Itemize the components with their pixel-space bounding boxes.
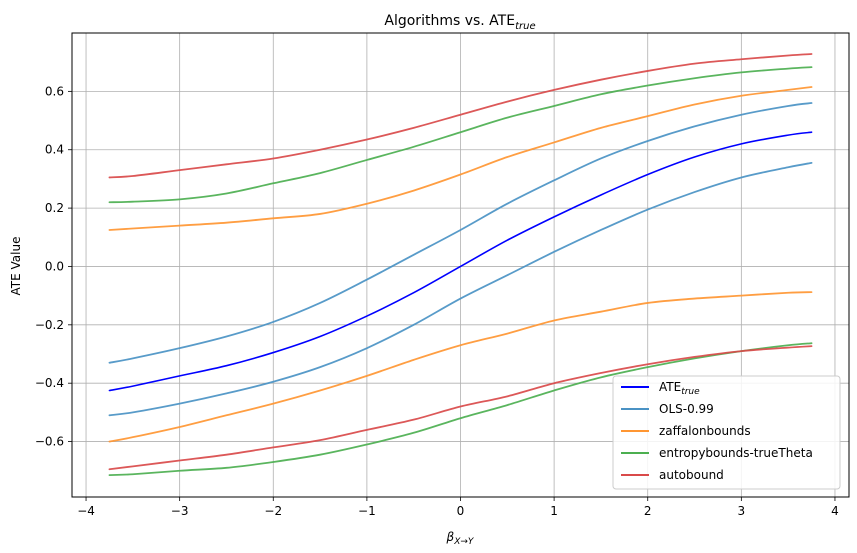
y-tick-label: 0.6 (45, 84, 64, 98)
x-tick-label: −3 (171, 504, 189, 518)
series-lines (108, 53, 813, 477)
legend-label-entropy: entropybounds-trueTheta (659, 446, 813, 460)
y-tick-label: −0.4 (35, 376, 64, 390)
legend: ATEtrue OLS-0.99 zaffalonbounds entropyb… (612, 375, 841, 490)
x-tick-label: 4 (831, 504, 839, 518)
series-line-entropybounds-truetheta-lower (108, 342, 813, 477)
y-tick-label: 0.2 (45, 201, 64, 215)
legend-box (612, 375, 841, 490)
x-tick-label: 3 (738, 504, 746, 518)
x-axis-label: βX→Y (446, 530, 475, 547)
y-axis-label: ATE Value (9, 237, 23, 296)
series-line-ate (108, 131, 813, 392)
y-tick-label: 0.4 (45, 143, 64, 157)
ticks: −4 −3 −2 −1 0 1 2 3 4 −0.6 −0.4 −0.2 0.0 0.2 0.4 0.6 (35, 84, 839, 518)
series-line-autobound-upper (108, 53, 813, 179)
series-line-autobound-lower (108, 345, 813, 471)
x-tick-label: −2 (264, 504, 282, 518)
x-tick-label: −1 (358, 504, 376, 518)
legend-label-autobound: autobound (659, 468, 724, 482)
series-line-zaffalonbounds-upper (108, 86, 813, 231)
y-tick-label: −0.2 (35, 318, 64, 332)
x-tick-label: 2 (644, 504, 652, 518)
y-tick-label: −0.6 (35, 435, 64, 449)
y-tick-label: 0.0 (45, 259, 64, 273)
series-line-entropybounds-truetheta-upper (108, 66, 813, 204)
x-tick-label: 1 (550, 504, 558, 518)
legend-label-ols: OLS-0.99 (659, 402, 714, 416)
series-line-ols-0-99-lower (108, 161, 813, 417)
x-tick-label: −4 (77, 504, 95, 518)
series-line-zaffalonbounds-lower (108, 291, 813, 443)
legend-label-ate-true: ATEtrue (659, 380, 700, 397)
chart-title: Algorithms vs. ATEtrue (384, 13, 535, 32)
legend-label-zaffalon: zaffalonbounds (659, 424, 751, 438)
x-tick-label: 0 (457, 504, 465, 518)
series-line-ols-0-99-upper (108, 102, 813, 364)
